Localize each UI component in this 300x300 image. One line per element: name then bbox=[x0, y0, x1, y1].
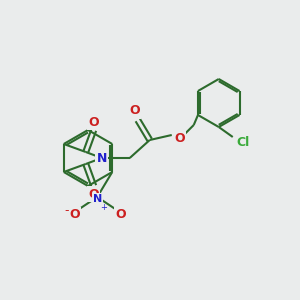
Text: O: O bbox=[69, 208, 80, 221]
Text: N: N bbox=[93, 194, 102, 204]
Text: O: O bbox=[88, 188, 99, 200]
Text: N: N bbox=[97, 152, 107, 164]
Text: -: - bbox=[64, 205, 68, 218]
Text: O: O bbox=[115, 208, 126, 221]
Text: O: O bbox=[129, 104, 140, 118]
Text: O: O bbox=[174, 131, 185, 145]
Text: Cl: Cl bbox=[236, 136, 249, 148]
Text: +: + bbox=[100, 202, 107, 211]
Text: O: O bbox=[88, 116, 99, 128]
